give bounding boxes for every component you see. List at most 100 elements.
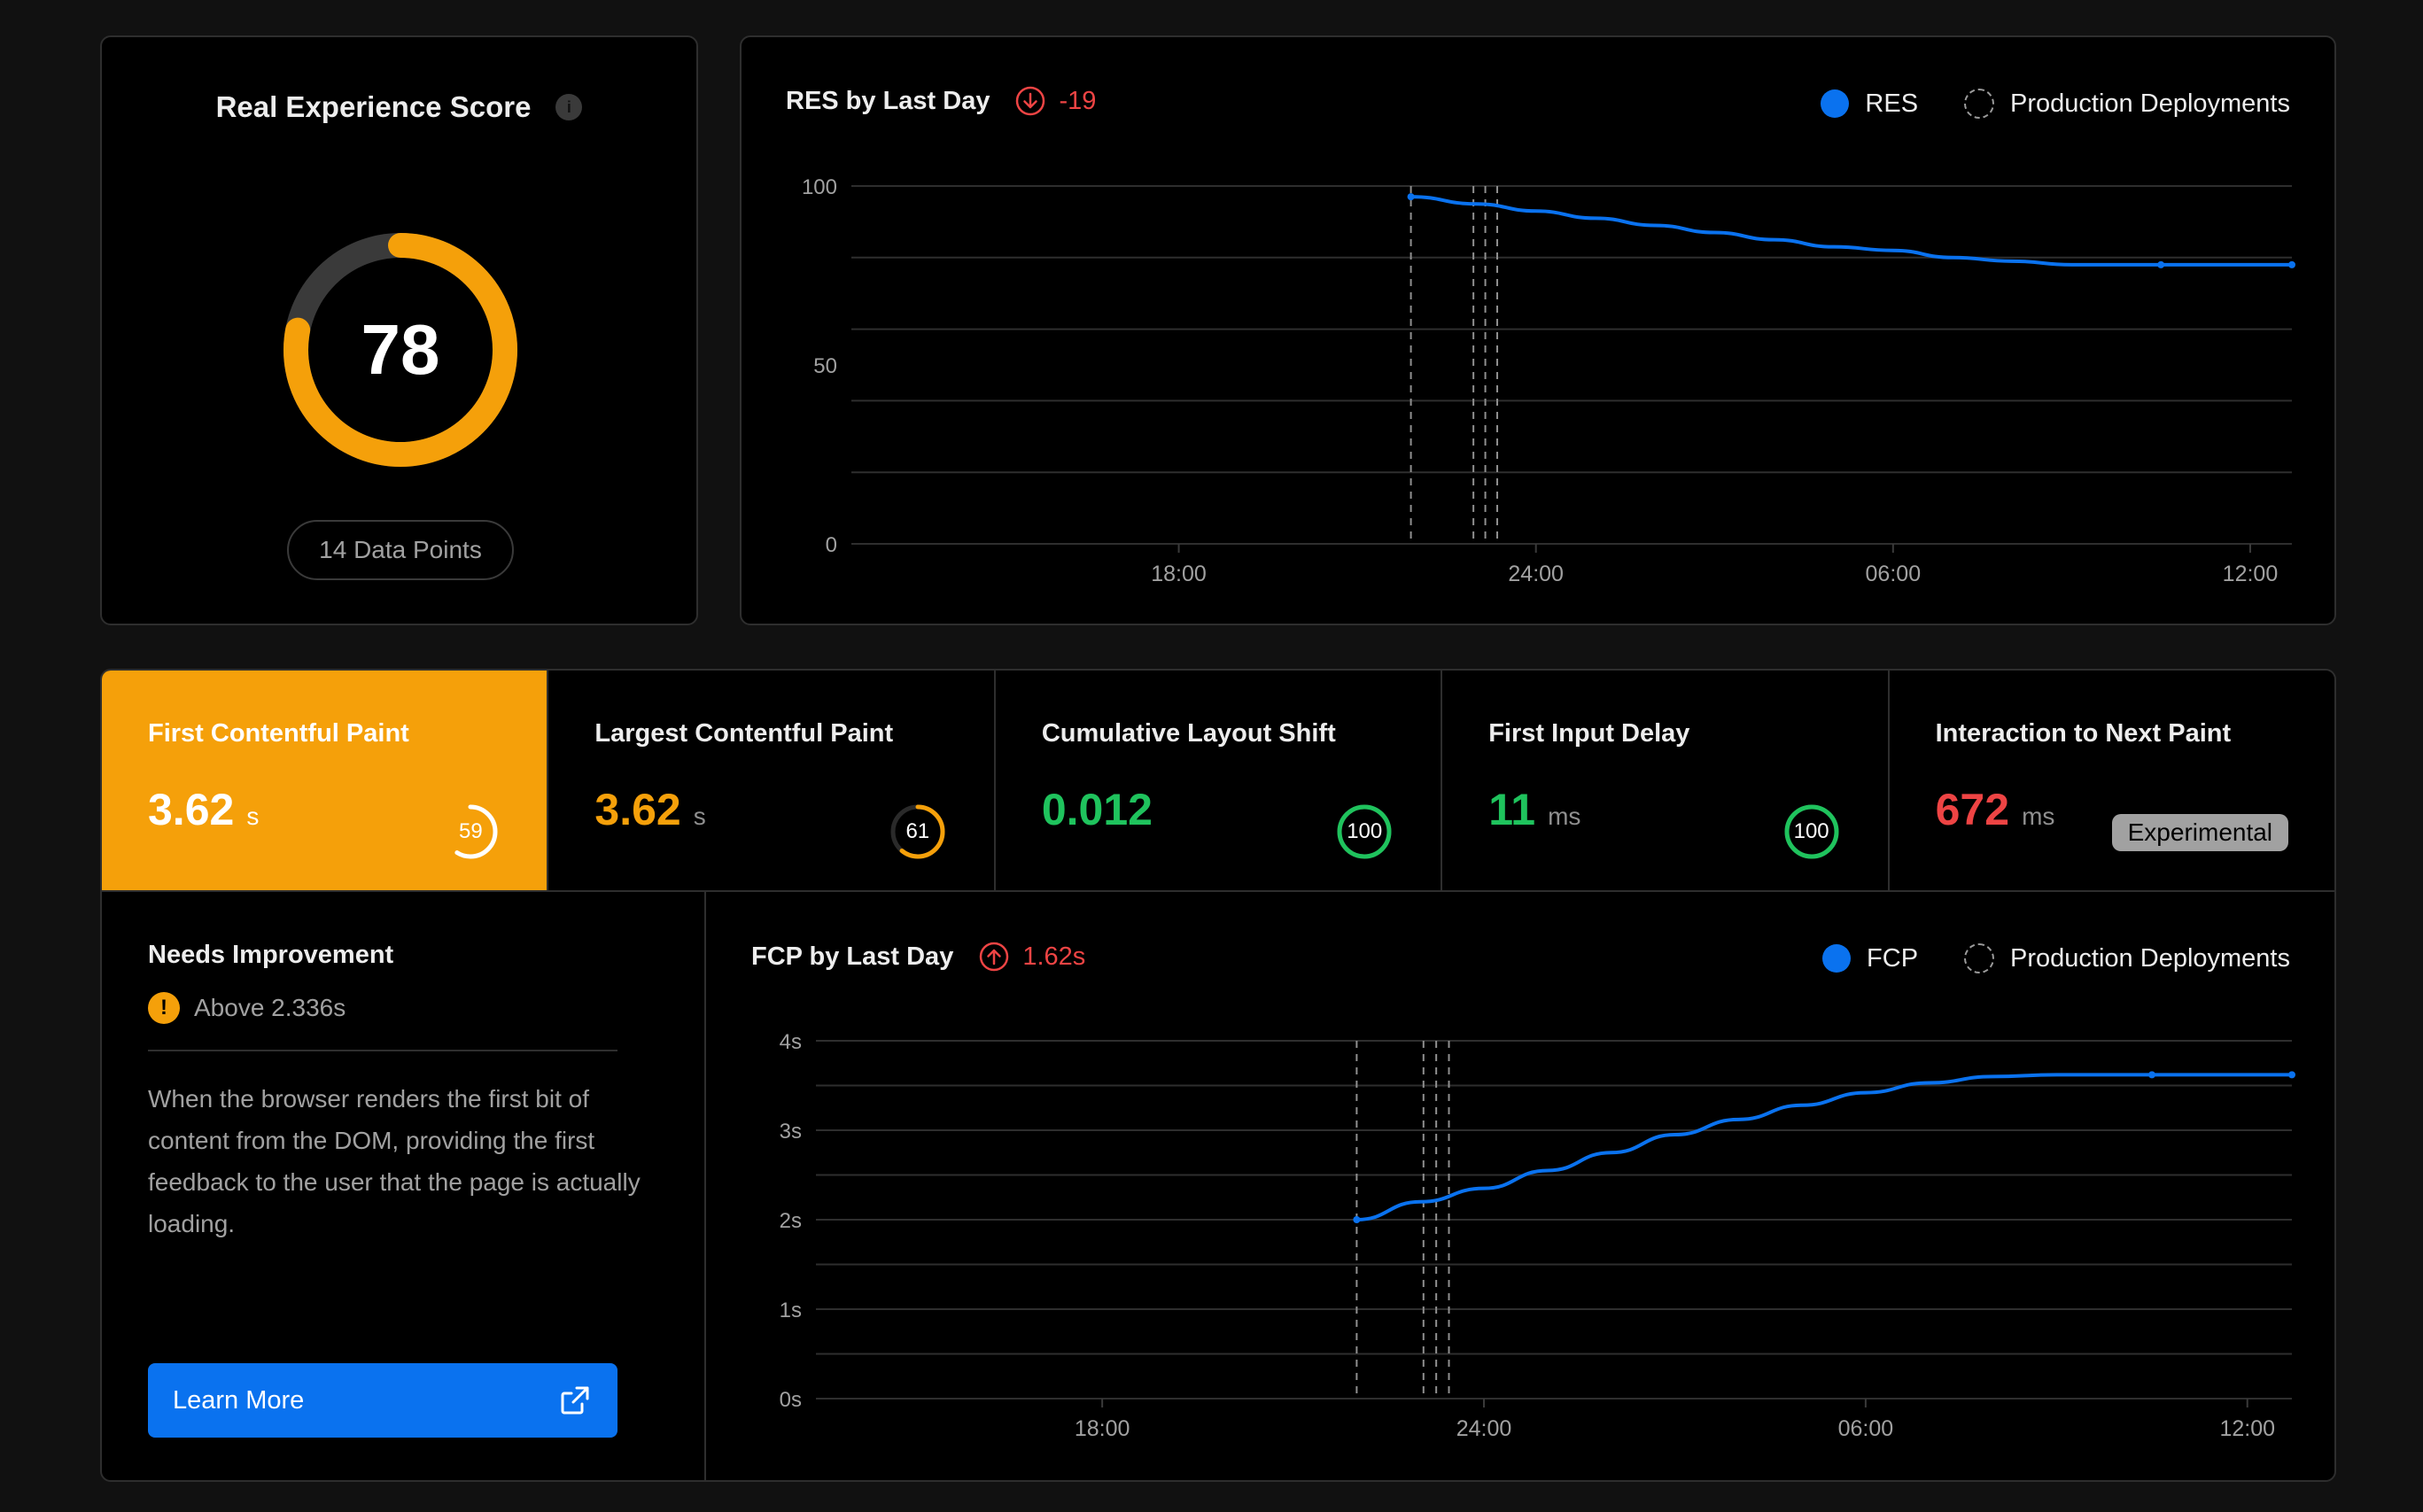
y-tick-label: 2s <box>780 1209 802 1233</box>
data-points-badge: 14 Data Points <box>287 520 514 580</box>
y-tick-label: 100 <box>802 175 837 199</box>
tile-value: 3.62 s <box>148 784 259 835</box>
tile-unit: ms <box>2022 803 2055 830</box>
y-tick-label: 1s <box>780 1299 802 1322</box>
detail-title: Needs Improvement <box>148 941 394 969</box>
tile-score-ring: 61 <box>888 802 948 862</box>
res-chart-header: RES by Last Day -19 <box>786 85 1096 117</box>
fcp-chart-header: FCP by Last Day 1.62s <box>751 941 1085 973</box>
metric-tiles: First Contentful Paint 3.62 s 59 Largest… <box>102 671 2334 892</box>
y-tick-label: 0 <box>826 533 837 557</box>
tile-value: 11 ms <box>1488 784 1580 835</box>
tile-label: Largest Contentful Paint <box>594 719 894 748</box>
res-chart-card: RES by Last Day -19 RES Production Deplo… <box>740 35 2336 625</box>
res-delta: -19 <box>1014 85 1096 117</box>
tile-score-ring: 59 <box>440 802 501 862</box>
y-tick-label: 50 <box>813 354 837 378</box>
x-tick-label: 18:00 <box>1151 562 1207 586</box>
tile-unit: s <box>693 803 706 830</box>
tile-number: 3.62 <box>148 785 235 834</box>
tile-label: First Input Delay <box>1488 719 1690 748</box>
tile-label: Interaction to Next Paint <box>1935 719 2232 748</box>
detail-description: When the browser renders the first bit o… <box>148 1085 641 1237</box>
res-legend-series[interactable]: RES <box>1865 89 1919 118</box>
threshold-row: ! Above 2.336s <box>148 992 346 1024</box>
data-point <box>1407 193 1415 201</box>
score-title: Real Experience Score <box>215 90 532 123</box>
tile-unit: s <box>246 803 260 830</box>
tile-value: 3.62 s <box>594 784 705 835</box>
x-tick-label: 18:00 <box>1075 1416 1130 1441</box>
tile-fcp[interactable]: First Contentful Paint 3.62 s 59 <box>102 671 549 890</box>
score-ring-icon <box>1784 804 1839 859</box>
x-tick-label: 12:00 <box>2223 562 2279 586</box>
y-tick-label: 0s <box>780 1388 802 1412</box>
tile-number: 672 <box>1935 785 2010 834</box>
divider <box>148 1050 617 1051</box>
series-line-res <box>1410 195 2292 267</box>
score-title-row: Real Experience Score i <box>102 90 696 124</box>
fcp-legend-series[interactable]: FCP <box>1867 943 1919 973</box>
learn-more-button[interactable]: Learn More <box>148 1363 617 1438</box>
tile-value: 672 ms <box>1936 784 2055 835</box>
res-legend-deployments[interactable]: Production Deployments <box>2010 89 2290 118</box>
tile-score: 100 <box>1793 819 1829 843</box>
warning-icon: ! <box>148 992 180 1024</box>
tile-lcp[interactable]: Largest Contentful Paint 3.62 s 61 <box>548 671 996 890</box>
score-value: 78 <box>361 310 440 389</box>
tile-label: First Contentful Paint <box>148 719 409 748</box>
tile-number: 0.012 <box>1041 785 1153 834</box>
metrics-card: First Contentful Paint 3.62 s 59 Largest… <box>100 669 2336 1482</box>
fcp-chart-plot: 0s 1s 2s 3s 4s 18:00 24:00 06:00 12:00 <box>780 1030 2295 1441</box>
data-point <box>1353 1216 1361 1223</box>
score-ring-icon <box>443 804 498 859</box>
res-legend: RES Production Deployments <box>1821 89 2290 119</box>
fcp-legend-dot-icon <box>1822 944 1852 973</box>
score-ring-icon <box>1337 804 1392 859</box>
deployment-legend-icon <box>1964 943 1995 973</box>
arrow-up-circle-icon <box>980 942 1009 972</box>
x-tick-label: 06:00 <box>1866 562 1922 586</box>
tile-number: 11 <box>1488 785 1536 834</box>
x-tick-label: 12:00 <box>2219 1416 2275 1441</box>
x-tick-label: 24:00 <box>1456 1416 1512 1441</box>
res-chart-title: RES by Last Day <box>786 86 990 115</box>
res-delta-value: -19 <box>1059 86 1097 115</box>
score-gauge-ring <box>283 233 517 467</box>
y-tick-label: 4s <box>780 1030 802 1054</box>
tile-unit: ms <box>1548 803 1581 830</box>
experimental-badge: Experimental <box>2111 814 2289 851</box>
fcp-legend-deployments[interactable]: Production Deployments <box>2010 943 2290 973</box>
tile-number: 3.62 <box>594 785 681 834</box>
tile-score-ring: 100 <box>1782 802 1842 862</box>
tile-score: 59 <box>459 819 483 843</box>
data-point <box>2288 1071 2295 1079</box>
data-point <box>2157 260 2165 268</box>
metric-detail-panel: Needs Improvement ! Above 2.336s When th… <box>102 892 706 1480</box>
tile-value: 0.012 <box>1042 784 1165 835</box>
x-tick-label: 24:00 <box>1508 562 1564 586</box>
score-gauge: 78 <box>281 230 520 469</box>
series-line-fcp <box>1356 1073 2292 1221</box>
x-tick-label: 06:00 <box>1838 1416 1894 1441</box>
score-card: Real Experience Score i 78 14 Data Point… <box>100 35 698 625</box>
info-icon[interactable]: i <box>555 94 583 120</box>
y-tick-label: 3s <box>780 1120 802 1144</box>
learn-more-label: Learn More <box>173 1385 305 1415</box>
threshold-text: Above 2.336s <box>194 994 346 1021</box>
score-ring-icon <box>890 804 945 859</box>
fcp-delta: 1.62s <box>978 941 1085 973</box>
data-point <box>2148 1071 2156 1079</box>
tile-inp[interactable]: Interaction to Next Paint 672 ms Experim… <box>1890 671 2334 890</box>
tile-score: 100 <box>1347 819 1383 843</box>
deployment-legend-icon <box>1964 89 1995 119</box>
external-link-icon <box>561 1386 589 1415</box>
arrow-down-circle-icon <box>1016 86 1045 116</box>
tile-score: 61 <box>905 819 930 843</box>
tile-score-ring: 100 <box>1334 802 1394 862</box>
gauge-progress <box>283 233 517 467</box>
fcp-delta-value: 1.62s <box>1022 942 1086 971</box>
tile-cls[interactable]: Cumulative Layout Shift 0.012 100 <box>996 671 1443 890</box>
fcp-legend: FCP Production Deployments <box>1822 943 2290 973</box>
tile-fid[interactable]: First Input Delay 11 ms 100 <box>1442 671 1890 890</box>
